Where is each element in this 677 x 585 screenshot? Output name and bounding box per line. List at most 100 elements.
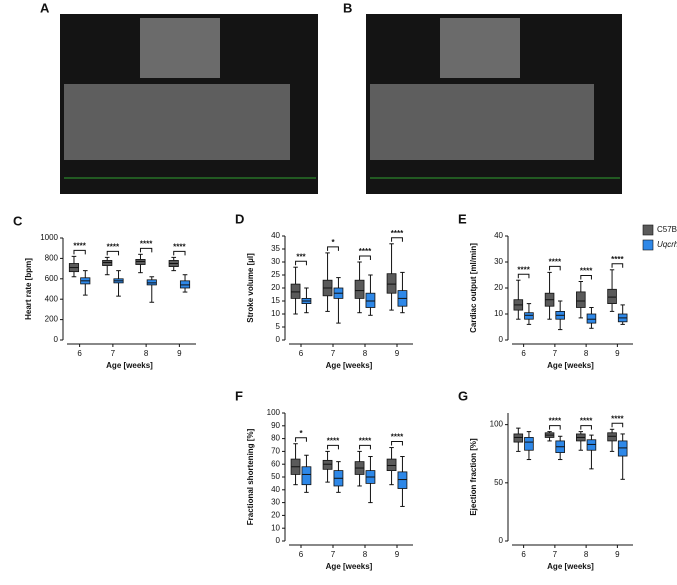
significance-label: **** — [549, 417, 562, 426]
significance-label: **** — [140, 239, 153, 248]
significance-label: **** — [359, 247, 372, 256]
box — [607, 432, 617, 442]
y-tick-label: 100 — [490, 420, 504, 429]
x-tick-label: 6 — [299, 550, 304, 559]
y-tick-label: 35 — [271, 244, 280, 253]
significance-bracket — [295, 260, 307, 266]
y-tick-label: 60 — [271, 459, 280, 468]
significance-label: **** — [391, 229, 404, 238]
significance-label: **** — [611, 414, 624, 423]
b-mode-view — [440, 18, 520, 78]
panel-label: C — [13, 213, 23, 228]
y-tick-label: 0 — [276, 335, 281, 344]
significance-bracket — [391, 441, 403, 446]
significance-label: * — [331, 238, 335, 247]
y-axis-label: Stroke volume [µl] — [246, 253, 255, 323]
m-mode-trace — [64, 84, 290, 160]
x-tick-label: 9 — [615, 550, 620, 559]
significance-label: **** — [580, 267, 593, 276]
significance-bracket — [173, 250, 186, 256]
box — [322, 459, 333, 470]
significance-label: **** — [173, 242, 186, 251]
x-tick-label: 7 — [553, 349, 558, 358]
y-tick-label: 50 — [271, 472, 280, 481]
significance-bracket — [611, 422, 624, 428]
significance-label: **** — [327, 437, 340, 446]
y-tick-label: 0 — [54, 335, 59, 344]
y-tick-label: 100 — [267, 408, 281, 417]
significance-bracket — [327, 246, 339, 251]
y-tick-label: 10 — [271, 309, 280, 318]
box — [179, 280, 191, 289]
legend-swatch — [642, 224, 654, 236]
panel-label: B — [343, 0, 352, 15]
x-tick-label: 7 — [553, 550, 558, 559]
panel-label: A — [40, 0, 50, 15]
y-tick-label: 5 — [276, 322, 281, 331]
significance-label: **** — [580, 417, 593, 426]
x-tick-label: 6 — [77, 349, 82, 358]
box — [586, 439, 597, 451]
significance-label: **** — [517, 265, 530, 274]
x-axis-label: Age [weeks] — [106, 361, 153, 370]
box — [290, 283, 301, 299]
panel-label: E — [458, 211, 467, 226]
y-tick-label: 800 — [45, 254, 59, 263]
y-tick-label: 30 — [271, 498, 280, 507]
panel-label: G — [458, 388, 468, 403]
y-tick-label: 40 — [271, 231, 280, 240]
significance-bracket — [517, 273, 530, 279]
y-tick-label: 400 — [45, 294, 59, 303]
significance-bracket — [295, 437, 307, 442]
x-tick-label: 7 — [111, 349, 116, 358]
y-tick-label: 30 — [271, 257, 280, 266]
legend-label: C57BL/6N — [657, 225, 677, 234]
x-tick-label: 9 — [615, 349, 620, 358]
significance-bracket — [73, 249, 86, 255]
panel-label: D — [235, 211, 244, 226]
significance-bracket — [106, 250, 120, 256]
x-tick-label: 8 — [584, 349, 589, 358]
box — [524, 312, 534, 320]
y-tick-label: 0 — [499, 536, 504, 545]
y-tick-label: 50 — [494, 478, 503, 487]
box — [135, 259, 146, 265]
y-tick-label: 70 — [271, 447, 280, 456]
significance-label: *** — [296, 252, 306, 261]
y-tick-label: 15 — [271, 296, 280, 305]
x-tick-label: 7 — [331, 349, 336, 358]
significance-label: **** — [107, 242, 120, 251]
y-tick-label: 80 — [271, 434, 280, 443]
significance-label: **** — [73, 241, 86, 250]
significance-bracket — [580, 425, 592, 430]
box — [301, 466, 312, 486]
box — [386, 458, 397, 471]
y-axis-label: Fractional shortening [%] — [246, 428, 255, 525]
panel-label: F — [235, 388, 243, 403]
significance-bracket — [359, 255, 371, 260]
y-tick-label: 0 — [499, 335, 504, 344]
x-tick-label: 8 — [363, 349, 368, 358]
box — [365, 292, 376, 308]
box — [386, 273, 397, 294]
x-axis-label: Age [weeks] — [547, 361, 594, 370]
b-mode-view — [140, 18, 220, 78]
box — [397, 471, 408, 489]
significance-bracket — [549, 265, 561, 271]
y-axis-label: Heart rate [bpm] — [24, 258, 33, 320]
y-tick-label: 25 — [271, 270, 280, 279]
box — [576, 291, 586, 308]
significance-bracket — [327, 444, 339, 450]
significance-bracket — [549, 425, 561, 430]
legend-label: Uqcrh-KO — [657, 240, 677, 249]
x-tick-label: 8 — [144, 349, 149, 358]
significance-label: **** — [359, 437, 372, 446]
legend-swatch — [642, 239, 654, 251]
x-tick-label: 6 — [299, 349, 304, 358]
significance-bracket — [611, 263, 624, 268]
y-tick-label: 20 — [494, 283, 503, 292]
x-tick-label: 8 — [584, 550, 589, 559]
x-tick-label: 7 — [331, 550, 336, 559]
box — [102, 260, 113, 266]
